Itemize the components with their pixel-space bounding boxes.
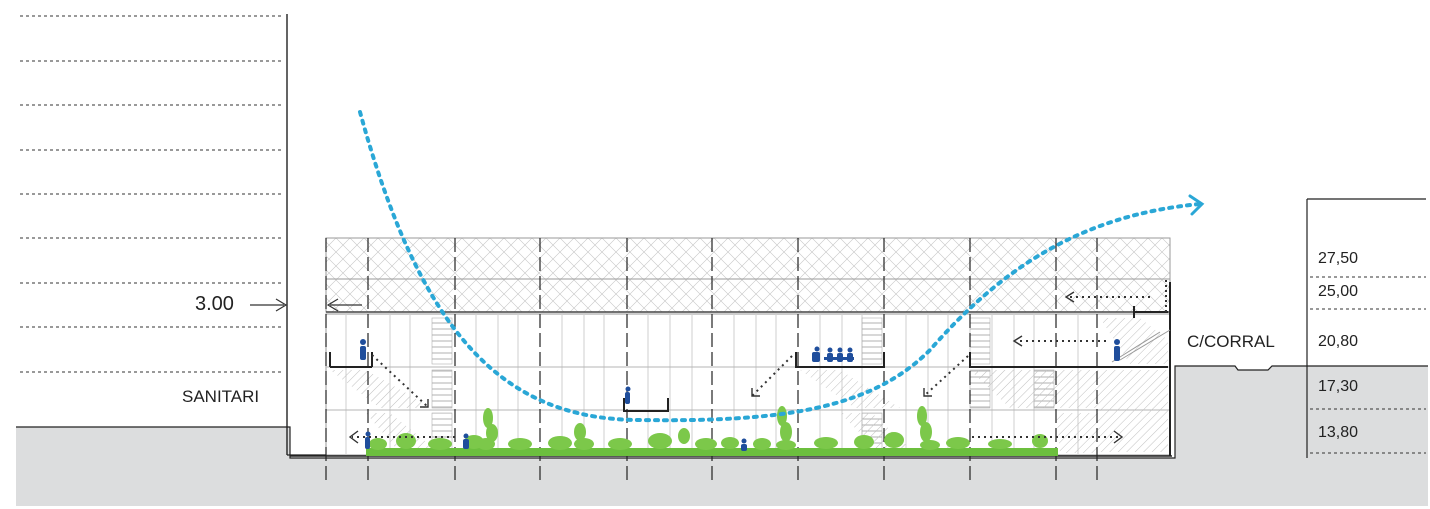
right-building — [1306, 198, 1426, 458]
level-label: 17,30 — [1318, 378, 1359, 395]
left-building — [20, 14, 326, 456]
airflow-arrow — [358, 110, 1205, 423]
person-figure — [1114, 339, 1120, 361]
person-figure — [360, 339, 1120, 451]
level-label: 20,80 — [1318, 333, 1359, 350]
person-figure — [812, 346, 820, 362]
person-figure — [741, 438, 747, 451]
height-marker-label: 3.00 — [195, 293, 234, 315]
person-figure — [463, 433, 469, 449]
ventilation-arrow — [348, 280, 1167, 444]
level-label: 25,00 — [1318, 283, 1359, 300]
vegetation — [366, 406, 1058, 456]
person-figure — [365, 431, 371, 449]
dimension-arrow — [250, 298, 362, 312]
main-building — [290, 237, 1172, 480]
left-building-label: SANITARI — [182, 387, 260, 406]
level-label: 13,80 — [1318, 424, 1359, 441]
ground — [16, 365, 1428, 506]
level-label: 27,50 — [1318, 250, 1359, 267]
person-figure — [625, 386, 631, 404]
person-figure — [360, 339, 366, 360]
street-label: C/CORRAL — [1187, 332, 1275, 351]
